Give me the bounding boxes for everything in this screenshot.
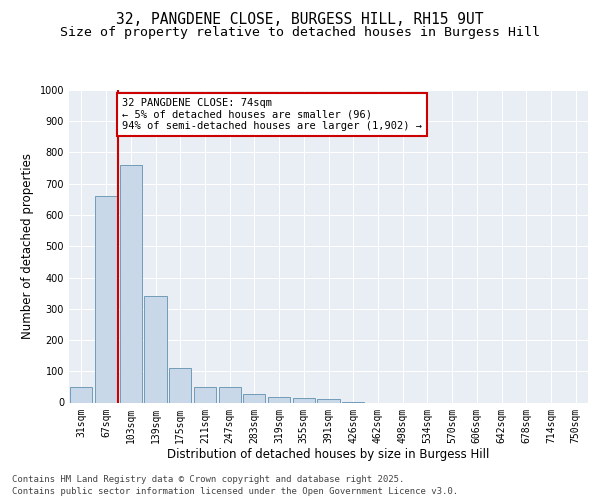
X-axis label: Distribution of detached houses by size in Burgess Hill: Distribution of detached houses by size … <box>167 448 490 461</box>
Bar <box>268 397 290 402</box>
Bar <box>70 387 92 402</box>
Bar <box>317 400 340 402</box>
Bar <box>293 398 315 402</box>
Bar <box>145 296 167 403</box>
Bar <box>218 387 241 402</box>
Bar <box>95 196 117 402</box>
Bar <box>243 394 265 402</box>
Bar <box>169 368 191 402</box>
Bar <box>194 387 216 402</box>
Bar <box>119 165 142 402</box>
Y-axis label: Number of detached properties: Number of detached properties <box>21 153 34 339</box>
Text: Contains public sector information licensed under the Open Government Licence v3: Contains public sector information licen… <box>12 487 458 496</box>
Text: Size of property relative to detached houses in Burgess Hill: Size of property relative to detached ho… <box>60 26 540 39</box>
Text: 32 PANGDENE CLOSE: 74sqm
← 5% of detached houses are smaller (96)
94% of semi-de: 32 PANGDENE CLOSE: 74sqm ← 5% of detache… <box>122 98 422 131</box>
Text: 32, PANGDENE CLOSE, BURGESS HILL, RH15 9UT: 32, PANGDENE CLOSE, BURGESS HILL, RH15 9… <box>116 12 484 28</box>
Text: Contains HM Land Registry data © Crown copyright and database right 2025.: Contains HM Land Registry data © Crown c… <box>12 475 404 484</box>
